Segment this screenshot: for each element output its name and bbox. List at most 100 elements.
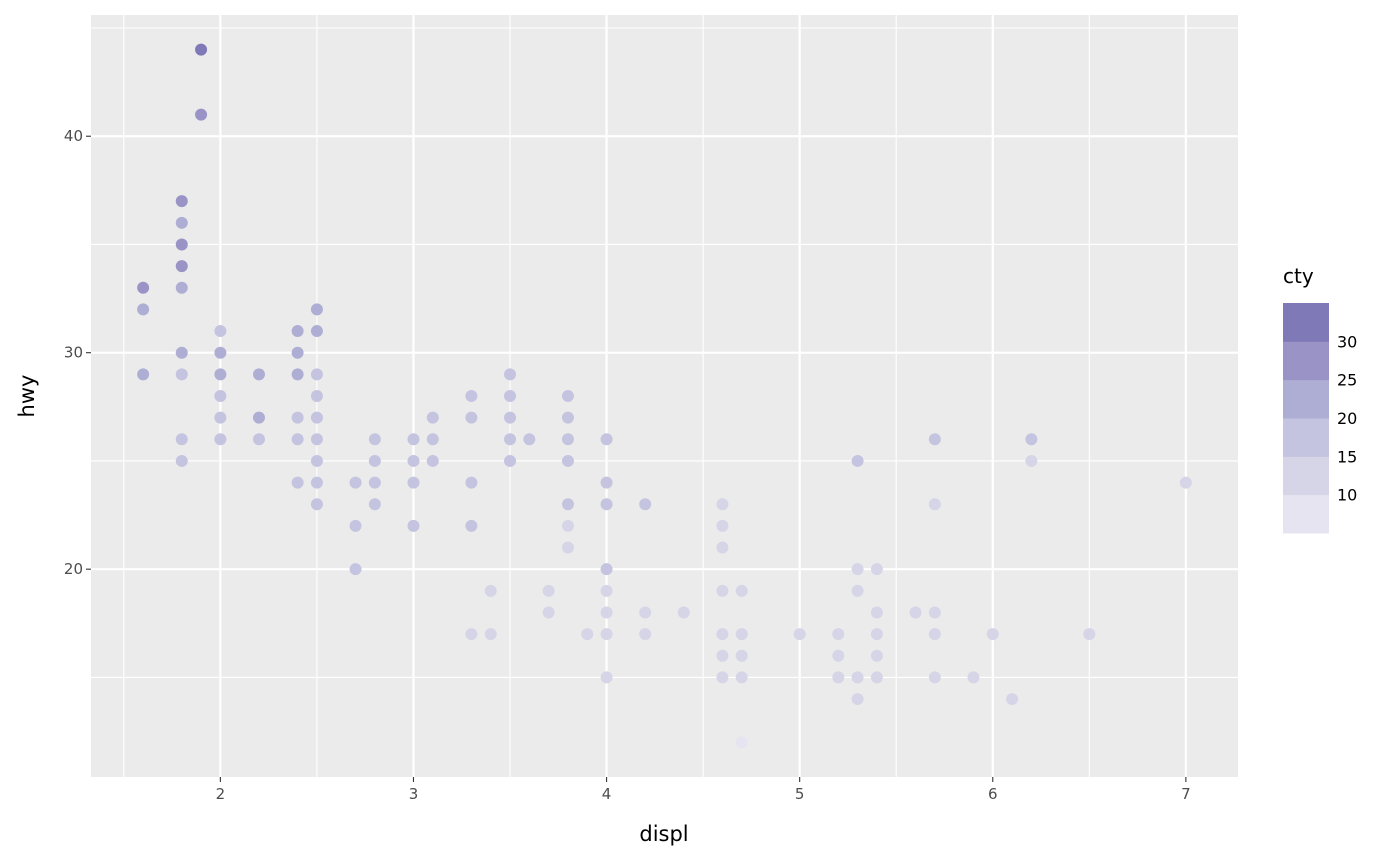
data-point — [175, 260, 188, 273]
data-point — [465, 519, 478, 532]
legend-color-bin — [1283, 341, 1329, 381]
data-point — [465, 390, 478, 402]
data-point — [252, 433, 265, 446]
data-point — [368, 433, 381, 446]
data-point — [716, 498, 729, 511]
data-point — [735, 649, 748, 662]
data-point — [407, 433, 420, 446]
data-point — [252, 368, 265, 381]
data-point — [407, 519, 420, 532]
data-point — [291, 433, 304, 446]
data-point — [600, 671, 613, 684]
gridlines — [91, 15, 1238, 777]
y-tick-label: 20 — [64, 560, 83, 578]
x-tick-label: 4 — [602, 785, 612, 803]
data-point — [600, 563, 613, 576]
data-point — [426, 411, 439, 424]
data-point — [735, 628, 748, 641]
data-point — [465, 476, 478, 489]
data-point — [561, 519, 574, 532]
y-axis-title: hwy — [15, 375, 39, 418]
y-tick-label: 30 — [64, 344, 83, 362]
data-point — [561, 433, 574, 446]
y-axis: 20 30 40 — [64, 127, 91, 578]
data-point — [561, 498, 574, 511]
legend-color-bin — [1283, 494, 1329, 534]
x-tick-label: 7 — [1181, 785, 1191, 803]
data-point — [465, 628, 478, 641]
data-point — [909, 606, 922, 619]
data-point — [542, 584, 555, 597]
data-point — [214, 411, 227, 424]
data-point — [291, 476, 304, 489]
data-point — [542, 606, 555, 619]
data-point — [1006, 693, 1019, 706]
data-point — [600, 606, 613, 619]
data-point — [967, 671, 980, 684]
data-point — [407, 454, 420, 467]
data-point — [504, 368, 517, 381]
data-point — [870, 606, 883, 619]
data-point — [870, 649, 883, 662]
data-point — [484, 628, 497, 641]
data-point — [561, 541, 574, 554]
data-point — [851, 693, 864, 706]
legend-break-label: 20 — [1337, 409, 1357, 428]
data-point — [561, 454, 574, 467]
data-point — [310, 433, 323, 446]
data-point — [368, 498, 381, 511]
data-point — [504, 454, 517, 467]
data-point — [137, 368, 150, 381]
data-point — [716, 649, 729, 662]
data-point — [310, 476, 323, 489]
data-point — [832, 649, 845, 662]
data-point — [832, 628, 845, 641]
data-point — [310, 368, 323, 381]
data-point — [716, 584, 729, 597]
data-point — [310, 498, 323, 511]
legend-color-bin — [1283, 456, 1329, 496]
data-point — [928, 498, 941, 511]
data-point — [870, 628, 883, 641]
legend-break-label: 10 — [1337, 486, 1357, 505]
x-tick-label: 3 — [409, 785, 419, 803]
data-point — [928, 606, 941, 619]
data-point — [600, 498, 613, 511]
data-point — [175, 433, 188, 446]
legend-color-bin — [1283, 418, 1329, 457]
data-point — [851, 671, 864, 684]
x-tick-label: 2 — [216, 785, 226, 803]
data-point — [195, 43, 208, 56]
data-point — [870, 563, 883, 576]
data-point — [426, 454, 439, 467]
data-point — [581, 628, 594, 641]
data-point — [175, 346, 188, 359]
legend-color-bin — [1283, 379, 1329, 419]
data-point — [561, 411, 574, 424]
data-point — [1179, 476, 1192, 489]
data-point — [175, 454, 188, 467]
data-point — [639, 498, 652, 511]
data-point — [214, 346, 227, 359]
data-point — [928, 433, 941, 446]
data-point — [137, 303, 150, 316]
data-point — [1025, 433, 1038, 446]
legend-color-bin — [1283, 303, 1329, 342]
data-point — [310, 454, 323, 467]
data-point — [349, 519, 362, 532]
data-point — [175, 216, 188, 229]
x-axis: 2 3 4 5 6 7 — [216, 777, 1191, 803]
data-point — [600, 433, 613, 446]
legend-break-label: 25 — [1337, 371, 1357, 390]
data-point — [175, 281, 188, 294]
data-point — [368, 476, 381, 489]
data-point — [928, 671, 941, 684]
data-point — [504, 390, 517, 402]
data-point — [870, 671, 883, 684]
data-point — [677, 606, 690, 619]
data-point — [716, 671, 729, 684]
data-point — [793, 628, 806, 641]
x-tick-label: 6 — [988, 785, 998, 803]
data-point — [368, 454, 381, 467]
data-point — [291, 411, 304, 424]
